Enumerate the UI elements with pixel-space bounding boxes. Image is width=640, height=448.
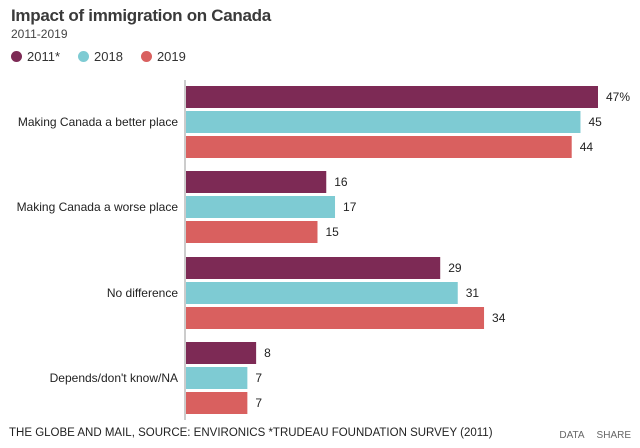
- category-label: Making Canada a better place: [18, 115, 178, 129]
- data-link[interactable]: DATA: [559, 430, 585, 441]
- legend-label: 2011*: [27, 49, 61, 64]
- data-label: 8: [264, 346, 271, 360]
- category-label: Making Canada a worse place: [17, 200, 179, 214]
- data-label: 7: [255, 371, 262, 385]
- data-label: 15: [325, 225, 339, 239]
- bar-2019-2: [186, 307, 485, 329]
- bar-2011-2: [186, 257, 441, 279]
- source-note: THE GLOBE AND MAIL, SOURCE: ENVIRONICS *…: [9, 427, 493, 439]
- legend-label: 2019: [156, 49, 186, 64]
- legend-item-2011: 2011*: [11, 49, 60, 64]
- data-label: 7: [255, 396, 262, 410]
- category-label: No difference: [107, 286, 178, 300]
- share-link[interactable]: SHARE: [596, 430, 631, 441]
- legend-label: 2018: [94, 49, 123, 64]
- legend-swatch: [140, 51, 152, 62]
- data-label: 44: [580, 140, 594, 154]
- bar-2019-1: [186, 221, 318, 243]
- legend: 2011* 2018 2019: [11, 49, 186, 64]
- data-label: 17: [343, 200, 357, 214]
- bar-2018-2: [186, 282, 458, 304]
- data-label: 31: [466, 286, 480, 300]
- data-label: 34: [492, 311, 506, 325]
- bar-2018-0: [186, 111, 581, 133]
- bar-2018-1: [186, 196, 336, 218]
- chart-subtitle: 2011-2019: [11, 27, 68, 41]
- legend-item-2019: 2019: [140, 49, 186, 64]
- category-label: Depends/don't know/NA: [50, 371, 178, 385]
- legend-swatch: [11, 51, 22, 62]
- data-label: 47%: [606, 90, 630, 104]
- bar-2018-3: [186, 367, 248, 389]
- bar-2011-0: [186, 86, 598, 108]
- data-label: 45: [588, 115, 602, 129]
- chart-title: Impact of immigration on Canada: [11, 6, 271, 25]
- data-label: 29: [448, 261, 462, 275]
- bar-2011-3: [186, 342, 257, 364]
- legend-swatch: [78, 51, 90, 62]
- legend-item-2018: 2018: [78, 49, 123, 64]
- bar-2011-1: [186, 171, 327, 193]
- data-label: 16: [334, 175, 348, 189]
- bar-2019-0: [186, 136, 572, 158]
- bar-2019-3: [186, 392, 248, 414]
